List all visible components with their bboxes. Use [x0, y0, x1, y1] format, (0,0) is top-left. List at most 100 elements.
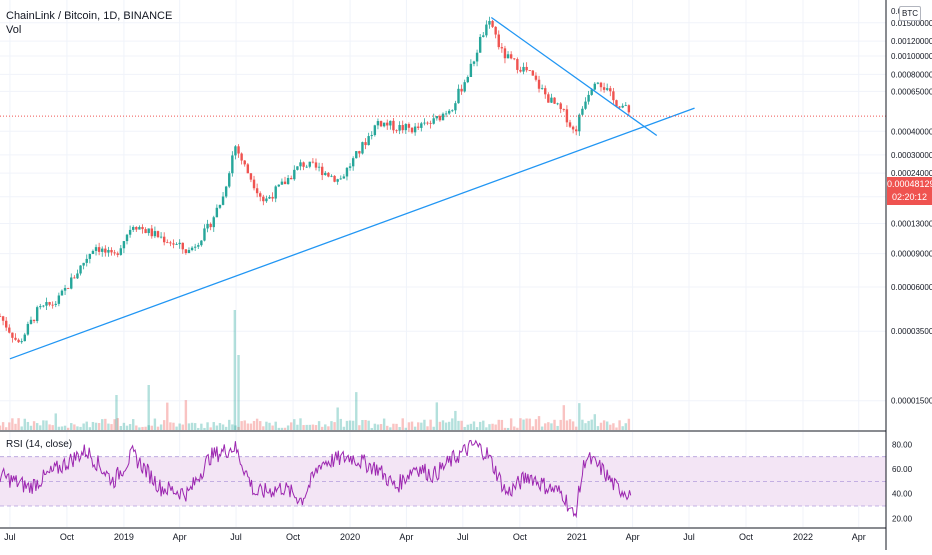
volume-bar [280, 427, 284, 430]
time-tick-label: 2022 [793, 532, 813, 542]
candle-body [336, 179, 339, 182]
time-tick-label: Oct [286, 532, 301, 542]
candle-body [522, 66, 525, 72]
volume-bar [88, 427, 92, 430]
candle-body [107, 249, 110, 253]
volume-bar [513, 426, 516, 430]
volume-bar [76, 426, 79, 430]
candle-body [590, 89, 593, 95]
candle-body [432, 118, 435, 124]
candle-body [82, 262, 85, 266]
candle-body [618, 106, 621, 108]
volume-bar [454, 410, 457, 430]
candle-body [277, 184, 281, 187]
candle-body [444, 113, 448, 115]
volume-bar [528, 418, 531, 430]
volume-bar [522, 419, 525, 430]
candle-body [314, 162, 318, 168]
volume-bar [497, 419, 500, 430]
volume-bar [8, 422, 11, 430]
volume-bar [153, 418, 157, 430]
candle-body [262, 196, 265, 202]
volume-bar [135, 425, 138, 430]
rsi-tick-label: 80.00 [892, 440, 913, 449]
candle-body [283, 181, 287, 185]
candle-body [113, 252, 116, 254]
time-tick-label: Oct [60, 532, 75, 542]
volume-bar [172, 422, 175, 430]
candle-body [599, 82, 603, 88]
symbol-title: ChainLink / Bitcoin, 1D, BINANCE [6, 10, 173, 22]
volume-bar [138, 427, 141, 430]
candle-body [482, 35, 485, 37]
candle-body [429, 122, 432, 124]
grid [0, 0, 886, 527]
volume-bar [475, 427, 479, 430]
candle-body [91, 250, 95, 254]
currency-badge[interactable]: BTC [899, 6, 921, 21]
volume-bar [0, 425, 2, 430]
volume-bar [128, 424, 132, 430]
candle-body [1, 316, 5, 321]
candle-body [224, 186, 228, 197]
volume-bar [206, 422, 209, 430]
volume-bar [26, 421, 30, 430]
volume-bar [348, 420, 352, 430]
candle-body [286, 177, 290, 185]
candle-body [169, 242, 172, 244]
candle-body [367, 136, 370, 146]
candle-body [398, 125, 401, 131]
candle-body [162, 236, 166, 243]
candle-body [361, 142, 364, 154]
candle-body [345, 167, 349, 177]
price-tick-label: 0.00030000 [891, 151, 932, 160]
volume-bar [516, 427, 519, 430]
candle-body [584, 101, 587, 109]
volume-bar [547, 422, 550, 430]
volume-bar [209, 427, 212, 430]
volume-bar [79, 426, 82, 430]
candle-body [29, 319, 33, 324]
volume-bar [234, 425, 237, 430]
candle-body [11, 332, 14, 338]
candle-body [358, 151, 361, 154]
volume-bar [466, 424, 469, 430]
price-tick-label: 0.00120000 [891, 37, 932, 46]
candle-body [578, 114, 581, 132]
volume-bar [339, 418, 342, 430]
candle-body [466, 76, 469, 83]
candle-body [621, 105, 624, 108]
chart-frame [0, 0, 887, 550]
candle-body [373, 125, 377, 136]
price-tick-label: 0.00003500 [891, 327, 932, 336]
volume-bar [472, 421, 476, 430]
volume-bar [197, 427, 200, 430]
candle-body [26, 323, 30, 335]
candle-body [438, 116, 442, 121]
candle-body [246, 164, 250, 174]
volume-bar [73, 424, 76, 430]
volume-bar [612, 423, 615, 430]
price-tick-label: 0.00013000 [891, 220, 932, 229]
volume-bar [224, 426, 228, 430]
volume-bar [509, 418, 513, 430]
candle-body [104, 248, 107, 253]
volume-bar [302, 425, 305, 430]
volume-bar [193, 423, 197, 430]
time-axis: Jul Oct 2019 Apr Jul Oct 2020 Apr Jul Oct 2021 Apr J… [4, 532, 866, 542]
volume-bar [386, 425, 389, 430]
candle-body [73, 277, 76, 279]
candle-body [144, 229, 147, 234]
candle-body [379, 121, 383, 127]
candle-body [172, 243, 175, 245]
volume-bar [286, 425, 290, 430]
volume-bar [351, 420, 355, 430]
volume-bar [624, 423, 627, 430]
candle-body [0, 316, 2, 318]
candle-body [497, 34, 500, 48]
volume-bar [218, 423, 222, 430]
volume-bar [432, 426, 435, 430]
volume-bar [361, 420, 364, 430]
